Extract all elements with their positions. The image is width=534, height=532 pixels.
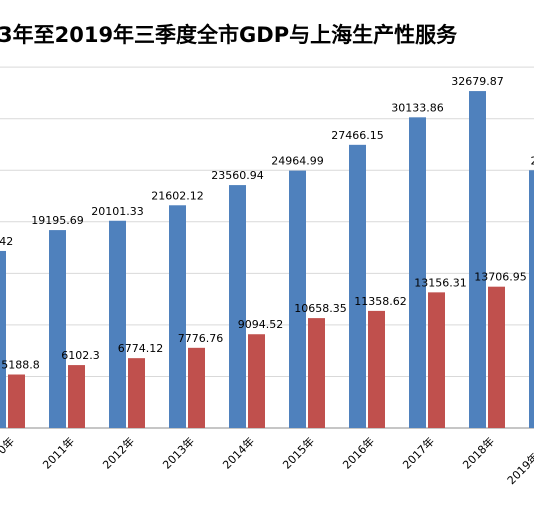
bar-series2-2 xyxy=(128,358,145,428)
data-label-series1-3: 21602.12 xyxy=(151,189,204,202)
data-label-series2-2: 6774.12 xyxy=(118,342,164,355)
bar-series2-3 xyxy=(188,347,205,428)
data-label-series2-3: 7776.76 xyxy=(178,332,224,345)
category-tick-labels: 0年 2011年 2012年 2013年 2014年 2015年 2016年 2017年 201… xyxy=(0,434,534,487)
category-label-6: 2016年 xyxy=(340,434,377,471)
data-label-series1-1: 19195.69 xyxy=(31,214,84,227)
bar-series1-6 xyxy=(349,144,366,429)
data-label-series1-9: 25 xyxy=(531,154,534,167)
bar-series2-1 xyxy=(68,365,85,428)
category-label-9: 2019年三季 xyxy=(504,434,534,487)
data-label-series1-7: 30133.86 xyxy=(391,101,444,114)
data-label-series2-8: 13706.95 xyxy=(474,271,527,284)
data-label-series1-6: 27466.15 xyxy=(331,129,384,142)
bar-series1-2 xyxy=(109,220,126,428)
category-label-4: 2014年 xyxy=(220,434,257,471)
data-label-series2-4: 9094.52 xyxy=(238,318,284,331)
data-label-series1-5: 24964.99 xyxy=(271,155,324,168)
bar-series2-5 xyxy=(308,318,325,428)
bars xyxy=(0,91,534,429)
category-label-8: 2018年 xyxy=(460,434,497,471)
bar-series2-8 xyxy=(488,286,505,428)
data-label-series1-4: 23560.94 xyxy=(211,169,264,182)
category-label-3: 2013年 xyxy=(160,434,197,471)
category-label-0: 0年 xyxy=(0,434,17,457)
data-label-series2-6: 11358.62 xyxy=(354,295,407,308)
category-label-1: 2011年 xyxy=(40,434,77,471)
data-label-series1-0: 72.42 xyxy=(0,235,13,248)
data-labels: 72.42 19195.69 20101.33 21602.12 23560.94 249… xyxy=(0,75,534,371)
bar-series1-1 xyxy=(49,230,66,428)
bar-series1-4 xyxy=(229,185,246,428)
bar-series1-0 xyxy=(0,250,6,428)
bar-series1-5 xyxy=(289,170,306,428)
data-label-series2-0: 5188.8 xyxy=(1,359,40,372)
category-label-7: 2017年 xyxy=(400,434,437,471)
data-label-series2-1: 6102.3 xyxy=(61,349,100,362)
bar-series1-3 xyxy=(169,205,186,428)
category-label-5: 2015年 xyxy=(280,434,317,471)
bar-series2-0 xyxy=(8,374,25,428)
category-label-2: 2012年 xyxy=(100,434,137,471)
data-label-series1-2: 20101.33 xyxy=(91,205,144,218)
data-label-series2-7: 13156.31 xyxy=(414,276,467,289)
bar-series1-7 xyxy=(409,117,426,429)
bar-series1-9 xyxy=(529,170,534,428)
gridlines xyxy=(0,66,534,429)
chart-title: 3年至2019年三季度全市GDP与上海生产性服务 xyxy=(0,23,458,47)
bar-series1-8 xyxy=(469,91,486,428)
data-label-series2-5: 10658.35 xyxy=(294,302,347,315)
bar-series2-4 xyxy=(248,334,265,428)
bar-series2-7 xyxy=(428,292,445,428)
bar-series2-6 xyxy=(368,310,385,428)
data-label-series1-8: 32679.87 xyxy=(451,75,504,88)
